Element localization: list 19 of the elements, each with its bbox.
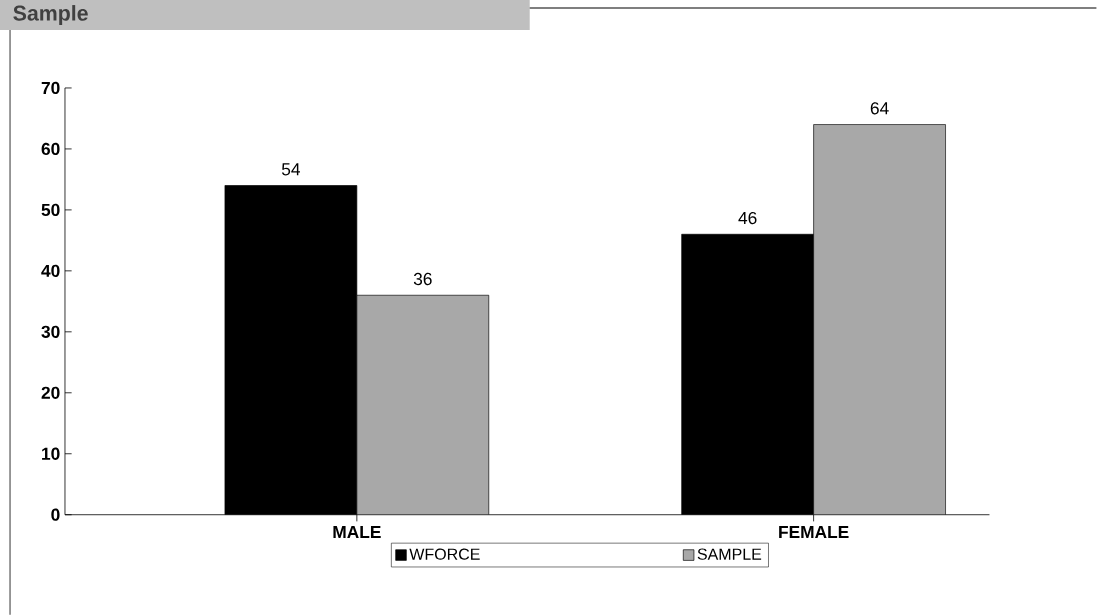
y-tick-label: 60	[41, 142, 60, 155]
y-tick-label: 30	[41, 325, 60, 338]
data-label: 64	[870, 102, 889, 115]
bar	[813, 124, 946, 515]
y-tick-label: 10	[42, 447, 60, 460]
chart-title: Sample	[13, 4, 88, 25]
x-tick-label: MALE	[333, 525, 381, 538]
y-tick-label: 40	[41, 264, 60, 277]
y-tick-label: 70	[41, 81, 60, 94]
data-label: 36	[413, 272, 432, 286]
legend-label: WFORCE	[409, 548, 480, 560]
x-tick-label: FEMALE	[779, 525, 849, 538]
y-tick-label: 20	[41, 386, 60, 399]
bar	[356, 294, 490, 515]
y-tick-label: 50	[41, 203, 60, 216]
data-label: 54	[281, 163, 301, 176]
data-label: 46	[738, 211, 757, 225]
legend-label: SAMPLE	[697, 548, 762, 560]
y-tick-label: 0	[51, 508, 60, 521]
